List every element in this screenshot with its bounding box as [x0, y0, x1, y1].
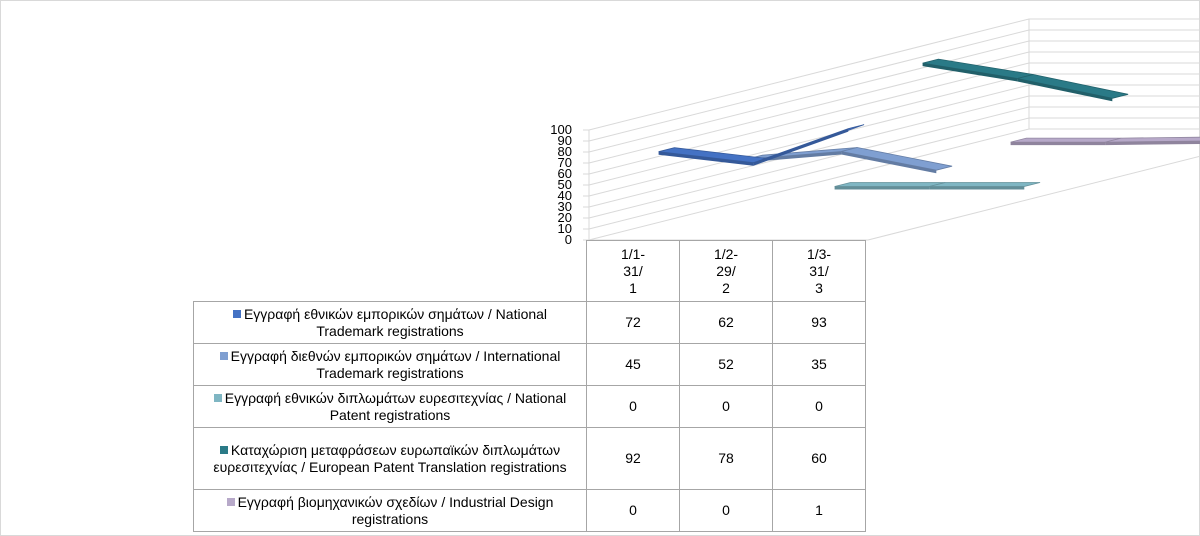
series-segment-edge	[753, 128, 849, 166]
series-segment-edge	[841, 151, 937, 174]
table-header-row: 1/1- 31/ 1 1/2- 29/ 2 1/3- 31/ 3	[194, 240, 866, 302]
series-segment	[834, 182, 946, 187]
data-table: 1/1- 31/ 1 1/2- 29/ 2 1/3- 31/ 3 Εγγραφή εθ…	[193, 240, 866, 532]
table-row: Καταχώριση μεταφράσεων ευρωπαϊκών διπλωμ…	[193, 427, 866, 490]
legend-swatch	[226, 497, 235, 506]
series-segment	[1017, 74, 1129, 99]
y-tick-label: 20	[558, 210, 572, 225]
data-value: 0	[586, 489, 680, 532]
table-row: Εγγραφή διεθνών εμπορικών σημάτων / Inte…	[193, 343, 866, 386]
category-label: 1/1- 31/ 1	[586, 240, 680, 302]
series-ribbon	[922, 58, 1129, 102]
series-segment-edge	[922, 63, 1018, 82]
legend-entry: Εγγραφή βιομηχανικών σχεδίων / Industria…	[193, 489, 587, 532]
legend-swatch	[219, 351, 228, 360]
data-value: 35	[772, 343, 866, 386]
table-corner	[194, 241, 587, 302]
table-row: Εγγραφή εθνικών εμπορικών σημάτων / Nati…	[193, 301, 866, 344]
data-value: 92	[586, 427, 680, 490]
legend-label: Εγγραφή βιομηχανικών σχεδίων / Industria…	[237, 493, 554, 527]
chart-gridlines	[588, 18, 1200, 241]
y-tick-label: 100	[550, 122, 572, 137]
data-value: 72	[586, 301, 680, 344]
data-value: 0	[679, 385, 773, 428]
table-row: Εγγραφή βιομηχανικών σχεδίων / Industria…	[193, 489, 866, 532]
y-tick-label: 90	[558, 133, 572, 148]
y-tick-label: 50	[558, 177, 572, 192]
gridline	[588, 117, 1200, 230]
wall-edge	[867, 155, 1200, 241]
y-tick-label: 70	[558, 155, 572, 170]
legend-label: Καταχώριση μεταφράσεων ευρωπαϊκών διπλωμ…	[213, 441, 567, 475]
data-value: 93	[772, 301, 866, 344]
series-ribbon	[746, 147, 953, 174]
y-tick-label: 40	[558, 188, 572, 203]
data-value: 45	[586, 343, 680, 386]
series-ribbon	[834, 182, 1041, 190]
table-row: Εγγραφή εθνικών διπλωμάτων ευρεσιτεχνίας…	[193, 385, 866, 428]
legend-swatch	[219, 445, 228, 454]
legend-label: Εγγραφή διεθνών εμπορικών σημάτων / Inte…	[230, 347, 561, 381]
data-value: 60	[772, 427, 866, 490]
data-value: 1	[772, 489, 866, 532]
series-segment-edge	[1010, 142, 1106, 146]
category-label: 1/2- 29/ 2	[679, 240, 773, 302]
series-segment-edge	[834, 186, 930, 190]
y-tick-label: 10	[558, 221, 572, 236]
legend-label: Εγγραφή εθνικών εμπορικών σημάτων / Nati…	[243, 305, 548, 339]
legend-swatch	[213, 393, 222, 402]
series-segment-edge	[1017, 78, 1113, 102]
data-value: 0	[586, 385, 680, 428]
legend-entry: Εγγραφή εθνικών διπλωμάτων ευρεσιτεχνίας…	[193, 385, 587, 428]
legend-entry: Εγγραφή διεθνών εμπορικών σημάτων / Inte…	[193, 343, 587, 386]
y-tick-label: 80	[558, 144, 572, 159]
data-value: 78	[679, 427, 773, 490]
data-value: 0	[679, 489, 773, 532]
data-value: 52	[679, 343, 773, 386]
series-segment	[841, 147, 953, 171]
data-value: 62	[679, 301, 773, 344]
y-tick-label: 0	[565, 232, 572, 247]
category-label: 1/3- 31/ 3	[772, 240, 866, 302]
y-tick-label: 60	[558, 166, 572, 181]
series-ribbon	[1010, 136, 1200, 146]
legend-entry: Εγγραφή εθνικών εμπορικών σημάτων / Nati…	[193, 301, 587, 344]
series-segment	[1010, 137, 1122, 143]
series-ribbon	[658, 124, 865, 166]
legend-entry: Καταχώριση μεταφράσεων ευρωπαϊκών διπλωμ…	[193, 427, 587, 490]
series-segment-edge	[929, 186, 1025, 190]
series-segment-edge	[658, 151, 754, 166]
data-value: 0	[772, 385, 866, 428]
y-tick-label: 30	[558, 199, 572, 214]
series-segment	[929, 182, 1041, 187]
legend-swatch	[232, 309, 241, 318]
legend-label: Εγγραφή εθνικών διπλωμάτων ευρεσιτεχνίας…	[224, 389, 567, 423]
series-segment-edge	[1105, 141, 1200, 146]
series-ribbons	[658, 58, 1200, 190]
